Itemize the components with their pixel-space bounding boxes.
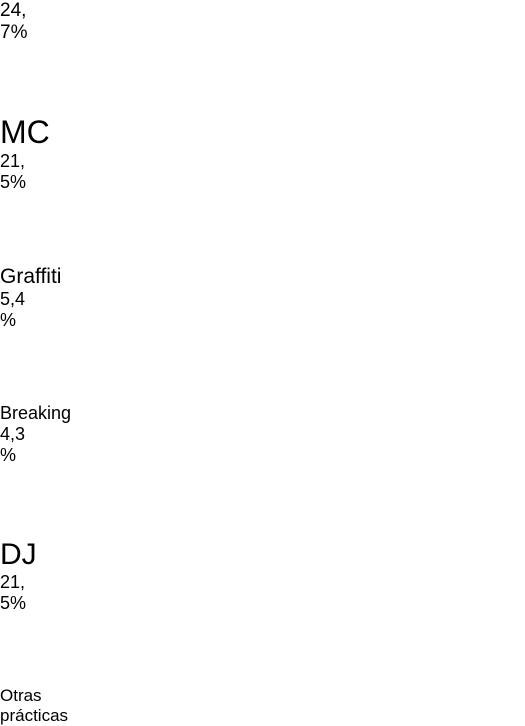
label-text: MC	[0, 114, 50, 150]
label-text: Graffiti	[0, 265, 62, 288]
percent-text: %	[0, 445, 17, 465]
label-text: prácticas	[0, 706, 69, 725]
percent-circle: 5,4%	[0, 289, 114, 403]
label-text: Otras	[0, 686, 42, 705]
percent-text: 5,4	[0, 289, 26, 309]
category-label: DJ	[0, 538, 525, 572]
label-text: DJ	[0, 538, 37, 571]
percent-text: 5%	[0, 593, 27, 613]
percent-text: %	[0, 310, 17, 330]
category-label: Breaking	[0, 403, 525, 424]
percent-text: 21,	[0, 572, 26, 592]
percent-text: 7%	[0, 22, 28, 43]
label-text: Breaking	[0, 403, 72, 423]
percent-circle: 21, 5%	[0, 151, 114, 265]
percent-text: 21,	[0, 151, 26, 171]
category-label: Otras prácticas	[0, 686, 525, 726]
category-label: Graffiti	[0, 265, 525, 289]
percent-text: 24,	[0, 0, 27, 21]
percent-circle: 24, 7%	[0, 0, 114, 114]
percent-text: 5%	[0, 172, 27, 192]
category-label: MC	[0, 114, 525, 151]
percent-circle: 4,3%	[0, 424, 114, 538]
percent-circle: 21, 5%	[0, 572, 114, 686]
